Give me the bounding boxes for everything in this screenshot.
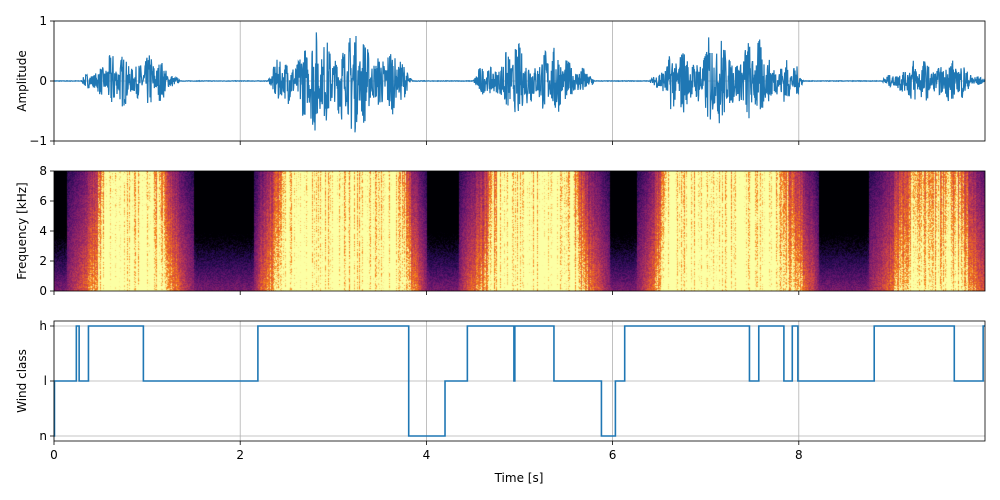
x-tick-label: 8 [795,448,803,462]
x-tick-label: 0 [50,448,58,462]
time-xlabel: Time [s] [494,471,544,485]
y-tick-label: 0 [39,74,47,88]
y-tick-label: 1 [39,14,47,28]
amplitude-ylabel: Amplitude [15,50,29,112]
wind-class-ylabel: Wind class [15,349,29,413]
amplitude-axes: −1 0 1 [29,14,986,148]
y-tick-label: h [39,319,47,333]
x-tick-label: 6 [609,448,617,462]
axes-frame [53,320,986,442]
y-tick-label: 2 [39,254,47,268]
spectrogram-heatmap [54,171,985,291]
y-tick-label: −1 [29,134,47,148]
y-tick-label: 8 [39,164,47,178]
wind-class-step-line [53,325,985,437]
x-tick-label: 4 [423,448,431,462]
y-tick-label: l [44,374,47,388]
wind-class-axes: 0 2 4 6 8 n l h [39,319,986,462]
axes-frame [53,170,986,292]
frequency-ylabel: Frequency [kHz] [15,182,29,279]
y-tick-label: 4 [39,224,47,238]
x-tick-label: 2 [236,448,244,462]
spectrogram-axes: 0 2 4 6 8 [39,164,986,298]
axes-frame [53,20,986,142]
y-tick-label: 6 [39,194,47,208]
y-tick-label: 0 [39,284,47,298]
waveform-line [53,32,986,133]
y-tick-label: n [39,429,47,443]
